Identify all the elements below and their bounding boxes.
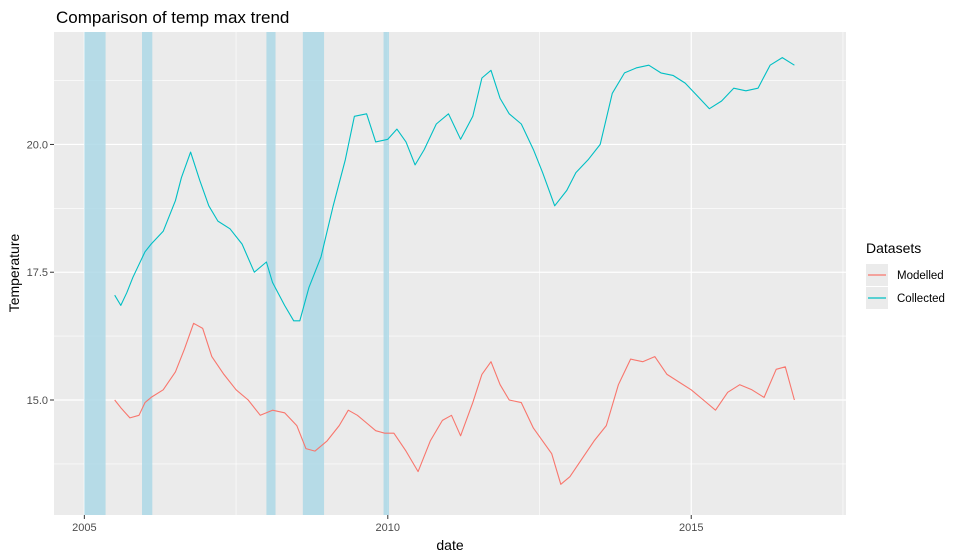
y-axis-ticks: 15.0 17.5 20.0 (27, 139, 54, 407)
y-tick-label: 17.5 (27, 267, 48, 279)
x-axis-ticks: 2005 2010 2015 (72, 515, 703, 534)
highlight-band (142, 32, 153, 515)
legend-title: Datasets (866, 240, 921, 256)
highlight-bands (84, 32, 390, 515)
y-axis-title: Temperature (6, 233, 22, 312)
plot-panel (54, 32, 846, 515)
highlight-band (84, 32, 106, 515)
series-line-collected (114, 57, 795, 322)
y-tick-label: 15.0 (27, 395, 48, 407)
y-tick-label: 20.0 (27, 139, 48, 151)
chart-title: Comparison of temp max trend (56, 8, 289, 27)
highlight-band (266, 32, 276, 515)
x-tick-label: 2010 (376, 522, 400, 534)
highlight-band (302, 32, 325, 515)
series-lines (114, 57, 795, 485)
x-tick-label: 2015 (679, 522, 703, 534)
legend-entries: Modelled Collected (866, 264, 945, 309)
legend-label: Collected (897, 293, 945, 305)
series-line-modelled (114, 322, 795, 485)
x-axis-title: date (436, 537, 463, 553)
legend-label: Modelled (897, 270, 944, 282)
legend: Datasets Modelled Collected (866, 240, 945, 309)
x-tick-label: 2005 (72, 522, 96, 534)
highlight-band (383, 32, 390, 515)
